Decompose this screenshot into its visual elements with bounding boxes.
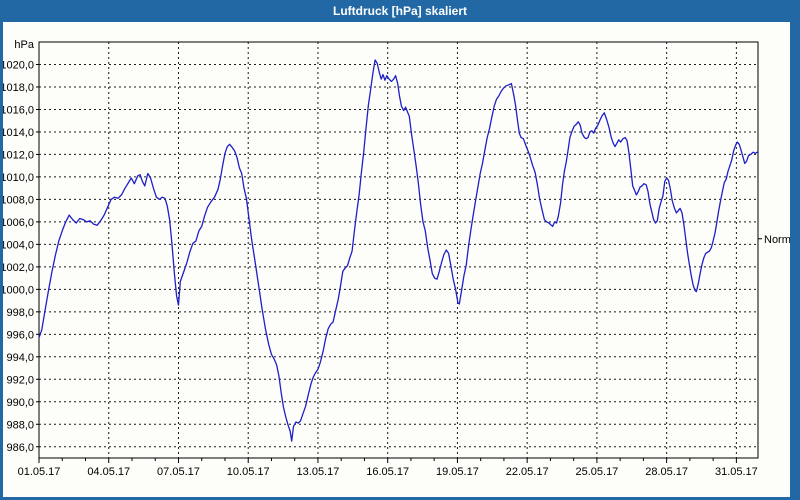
x-axis-label: 19.05.17 (436, 466, 479, 478)
normal-marker-label: Normal (764, 234, 790, 246)
x-axis-label: 07.05.17 (157, 466, 200, 478)
pressure-chart: 1020,0 1018,0 1016,0 1014,0 1012,0 1010,0 1008… (0, 39, 799, 478)
y-axis-label: 986,0 (6, 442, 34, 454)
x-axis-label: 16.05.17 (366, 466, 409, 478)
y-unit-label: hPa (14, 39, 34, 51)
y-axis-label: 1002,0 (3, 262, 34, 274)
y-axis-label: 988,0 (6, 419, 34, 431)
y-axis-label: 1004,0 (3, 239, 34, 251)
y-axis-label: 1010,0 (3, 172, 34, 184)
plot-frame (38, 41, 759, 459)
y-axis-label: 1014,0 (3, 127, 34, 139)
x-axis-label: 01.05.17 (18, 466, 61, 478)
x-axis-label: 25.05.17 (575, 466, 618, 478)
y-axis-label: 996,0 (6, 329, 34, 341)
x-axis-label: 04.05.17 (87, 466, 130, 478)
y-axis-label: 1008,0 (3, 194, 34, 206)
y-axis-label: 1000,0 (3, 284, 34, 296)
pressure-series-line (38, 59, 758, 442)
y-axis-label: 998,0 (6, 307, 34, 319)
y-axis-label: 990,0 (6, 397, 34, 409)
x-axis-label: 31.05.17 (715, 466, 758, 478)
window-frame-left (0, 22, 3, 497)
window-body: 1020,0 1018,0 1016,0 1014,0 1012,0 1010,0 1008… (0, 22, 800, 497)
y-axis-label: 994,0 (6, 352, 34, 364)
y-axis-label: 1018,0 (3, 82, 34, 94)
window-frame-right (790, 22, 800, 497)
x-axis-label: 22.05.17 (506, 466, 549, 478)
y-axis-label: 1006,0 (3, 217, 34, 229)
y-axis-label: 1016,0 (3, 104, 34, 116)
window-title: Luftdruck [hPa] skaliert (332, 4, 468, 18)
window-frame-bottom (0, 497, 800, 500)
x-axis-label: 13.05.17 (297, 466, 340, 478)
y-axis-label: 1020,0 (3, 59, 34, 71)
y-axis-label: 992,0 (6, 374, 34, 386)
chart-content: 1020,0 1018,0 1016,0 1014,0 1012,0 1010,0 1008… (0, 22, 799, 497)
x-axis-label: 10.05.17 (227, 466, 270, 478)
x-axis-label: 28.05.17 (645, 466, 688, 478)
window-titlebar[interactable]: Luftdruck [hPa] skaliert (0, 0, 800, 22)
y-axis-label: 1012,0 (3, 149, 34, 161)
